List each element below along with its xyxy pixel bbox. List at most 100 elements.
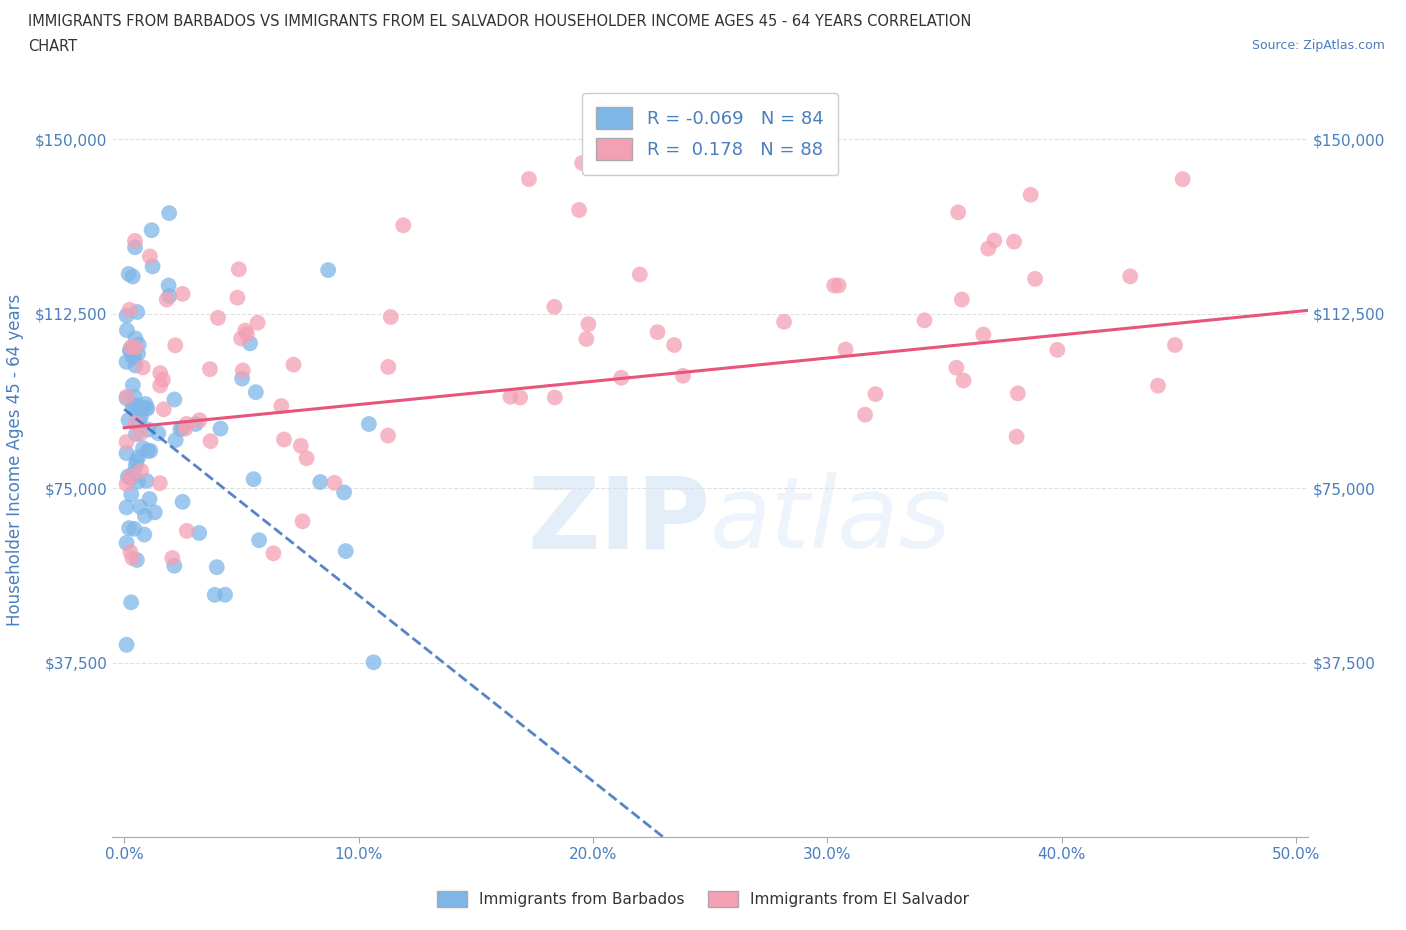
Point xyxy=(198,362,221,377)
Point xyxy=(129,463,152,478)
Point xyxy=(157,288,180,303)
Point xyxy=(773,314,796,329)
Point xyxy=(165,432,187,447)
Point xyxy=(972,327,994,342)
Point xyxy=(141,223,163,238)
Point xyxy=(662,338,685,352)
Point xyxy=(115,476,138,491)
Point xyxy=(509,390,531,405)
Point xyxy=(139,444,162,458)
Point xyxy=(135,473,157,488)
Text: IMMIGRANTS FROM BARBADOS VS IMMIGRANTS FROM EL SALVADOR HOUSEHOLDER INCOME AGES : IMMIGRANTS FROM BARBADOS VS IMMIGRANTS F… xyxy=(28,14,972,29)
Point xyxy=(115,354,138,369)
Point xyxy=(127,304,149,319)
Text: atlas: atlas xyxy=(710,472,952,569)
Point xyxy=(125,454,148,469)
Point xyxy=(163,392,186,407)
Point xyxy=(1002,234,1025,249)
Point xyxy=(357,417,380,432)
Point xyxy=(120,339,142,354)
Point xyxy=(124,390,146,405)
Point xyxy=(115,391,138,405)
Point xyxy=(246,315,269,330)
Point xyxy=(125,427,148,442)
Point xyxy=(132,360,155,375)
Point xyxy=(204,588,226,603)
Point xyxy=(1005,430,1028,445)
Y-axis label: Householder Income Ages 45 - 64 years: Householder Income Ages 45 - 64 years xyxy=(6,294,24,627)
Point xyxy=(1046,342,1069,357)
Point xyxy=(124,240,146,255)
Point xyxy=(380,310,402,325)
Point xyxy=(157,206,180,220)
Point xyxy=(127,474,149,489)
Point xyxy=(128,338,150,352)
Point xyxy=(517,172,540,187)
Point xyxy=(948,205,970,219)
Point xyxy=(226,290,249,305)
Point xyxy=(125,458,148,473)
Point xyxy=(176,417,198,432)
Point xyxy=(172,495,194,510)
Point xyxy=(127,450,149,465)
Point xyxy=(176,524,198,538)
Point xyxy=(138,492,160,507)
Point xyxy=(295,451,318,466)
Point xyxy=(127,398,149,413)
Point xyxy=(136,422,159,437)
Point xyxy=(125,416,148,431)
Point xyxy=(120,342,142,357)
Point xyxy=(229,331,252,346)
Point xyxy=(139,249,162,264)
Point xyxy=(571,155,593,170)
Point xyxy=(129,409,152,424)
Point xyxy=(323,475,346,490)
Point xyxy=(121,551,143,565)
Point xyxy=(134,527,156,542)
Point xyxy=(242,472,264,486)
Point xyxy=(200,433,222,448)
Point xyxy=(118,302,141,317)
Point xyxy=(115,308,138,323)
Point xyxy=(1019,187,1042,202)
Point xyxy=(827,278,849,293)
Point xyxy=(952,373,974,388)
Point xyxy=(115,323,138,338)
Point xyxy=(134,396,156,411)
Point xyxy=(576,317,599,332)
Point xyxy=(134,509,156,524)
Point xyxy=(128,412,150,427)
Point xyxy=(122,522,145,537)
Point xyxy=(543,299,565,314)
Point xyxy=(120,343,142,358)
Text: Source: ZipAtlas.com: Source: ZipAtlas.com xyxy=(1251,39,1385,52)
Point xyxy=(188,525,211,540)
Point xyxy=(124,350,146,365)
Text: CHART: CHART xyxy=(28,39,77,54)
Point xyxy=(163,558,186,573)
Point xyxy=(853,407,876,422)
Point xyxy=(610,370,633,385)
Point xyxy=(270,399,292,414)
Text: ZIP: ZIP xyxy=(527,472,710,569)
Point xyxy=(283,357,305,372)
Point xyxy=(129,499,152,514)
Point xyxy=(1024,272,1046,286)
Point xyxy=(914,312,936,327)
Point xyxy=(165,338,187,352)
Point xyxy=(149,365,172,380)
Point xyxy=(309,474,332,489)
Point xyxy=(131,402,153,417)
Point xyxy=(115,536,138,551)
Point xyxy=(377,428,399,443)
Point xyxy=(1147,379,1170,393)
Point xyxy=(205,560,228,575)
Point xyxy=(120,469,142,484)
Point xyxy=(172,420,194,435)
Point xyxy=(124,358,146,373)
Point xyxy=(207,311,229,325)
Point xyxy=(834,342,856,357)
Point xyxy=(247,533,270,548)
Point xyxy=(236,326,259,341)
Point xyxy=(316,262,339,277)
